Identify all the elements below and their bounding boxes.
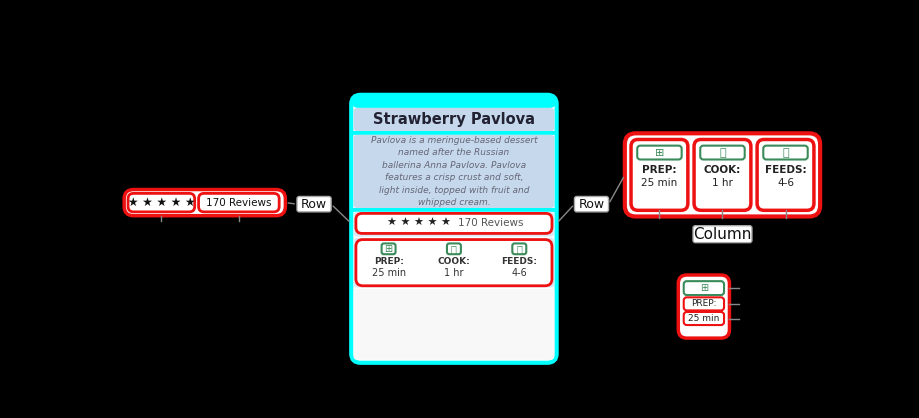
Text: ⊞: ⊞ [384,244,392,254]
FancyBboxPatch shape [625,133,820,217]
FancyBboxPatch shape [297,196,331,212]
Text: PREP:: PREP: [642,165,676,175]
FancyBboxPatch shape [354,108,554,131]
FancyBboxPatch shape [128,194,195,212]
Text: ⊞: ⊞ [699,283,708,293]
FancyBboxPatch shape [354,135,554,208]
Text: COOK:: COOK: [437,257,471,266]
FancyBboxPatch shape [678,275,730,338]
Text: Strawberry Pavlova: Strawberry Pavlova [373,112,535,127]
Text: 170 Reviews: 170 Reviews [206,198,272,208]
FancyBboxPatch shape [631,140,687,210]
Text: Pavlova is a meringue-based dessert
named after the Russian
ballerina Anna Pavlo: Pavlova is a meringue-based dessert name… [370,136,538,207]
Text: 25 min: 25 min [371,268,405,278]
Text: 25 min: 25 min [688,314,720,323]
Text: ⧖: ⧖ [720,148,726,158]
Text: ★ ★ ★ ★ ★: ★ ★ ★ ★ ★ [387,219,451,228]
Text: 1 hr: 1 hr [444,268,464,278]
FancyBboxPatch shape [694,140,751,210]
FancyBboxPatch shape [354,289,554,360]
FancyBboxPatch shape [757,140,814,210]
Text: 1 hr: 1 hr [712,178,733,188]
Text: ⧖: ⧖ [451,244,457,254]
Text: Row: Row [301,198,327,211]
FancyBboxPatch shape [351,95,557,363]
FancyBboxPatch shape [352,208,556,212]
Text: ⑁: ⑁ [516,244,522,254]
FancyBboxPatch shape [356,214,552,233]
Text: ⊞: ⊞ [654,148,664,158]
FancyBboxPatch shape [684,297,724,311]
Text: Row: Row [578,198,605,211]
Text: ★ ★ ★ ★ ★: ★ ★ ★ ★ ★ [128,196,195,209]
Text: FEEDS:: FEEDS: [765,165,806,175]
FancyBboxPatch shape [199,194,279,212]
Text: 25 min: 25 min [641,178,677,188]
Text: ⑁: ⑁ [782,148,789,158]
Text: FEEDS:: FEEDS: [501,257,538,266]
Text: PREP:: PREP: [691,299,717,308]
Text: 4-6: 4-6 [777,178,794,188]
FancyBboxPatch shape [354,212,554,237]
FancyBboxPatch shape [124,189,286,216]
FancyBboxPatch shape [574,196,608,212]
Text: 4-6: 4-6 [511,268,528,278]
FancyBboxPatch shape [352,96,556,108]
Text: PREP:: PREP: [374,257,403,266]
FancyBboxPatch shape [693,226,752,243]
Text: 170 Reviews: 170 Reviews [459,219,524,228]
Text: Column: Column [693,227,752,242]
FancyBboxPatch shape [684,312,724,325]
FancyBboxPatch shape [356,240,552,286]
FancyBboxPatch shape [352,131,556,135]
Text: COOK:: COOK: [704,165,741,175]
FancyBboxPatch shape [354,238,554,287]
